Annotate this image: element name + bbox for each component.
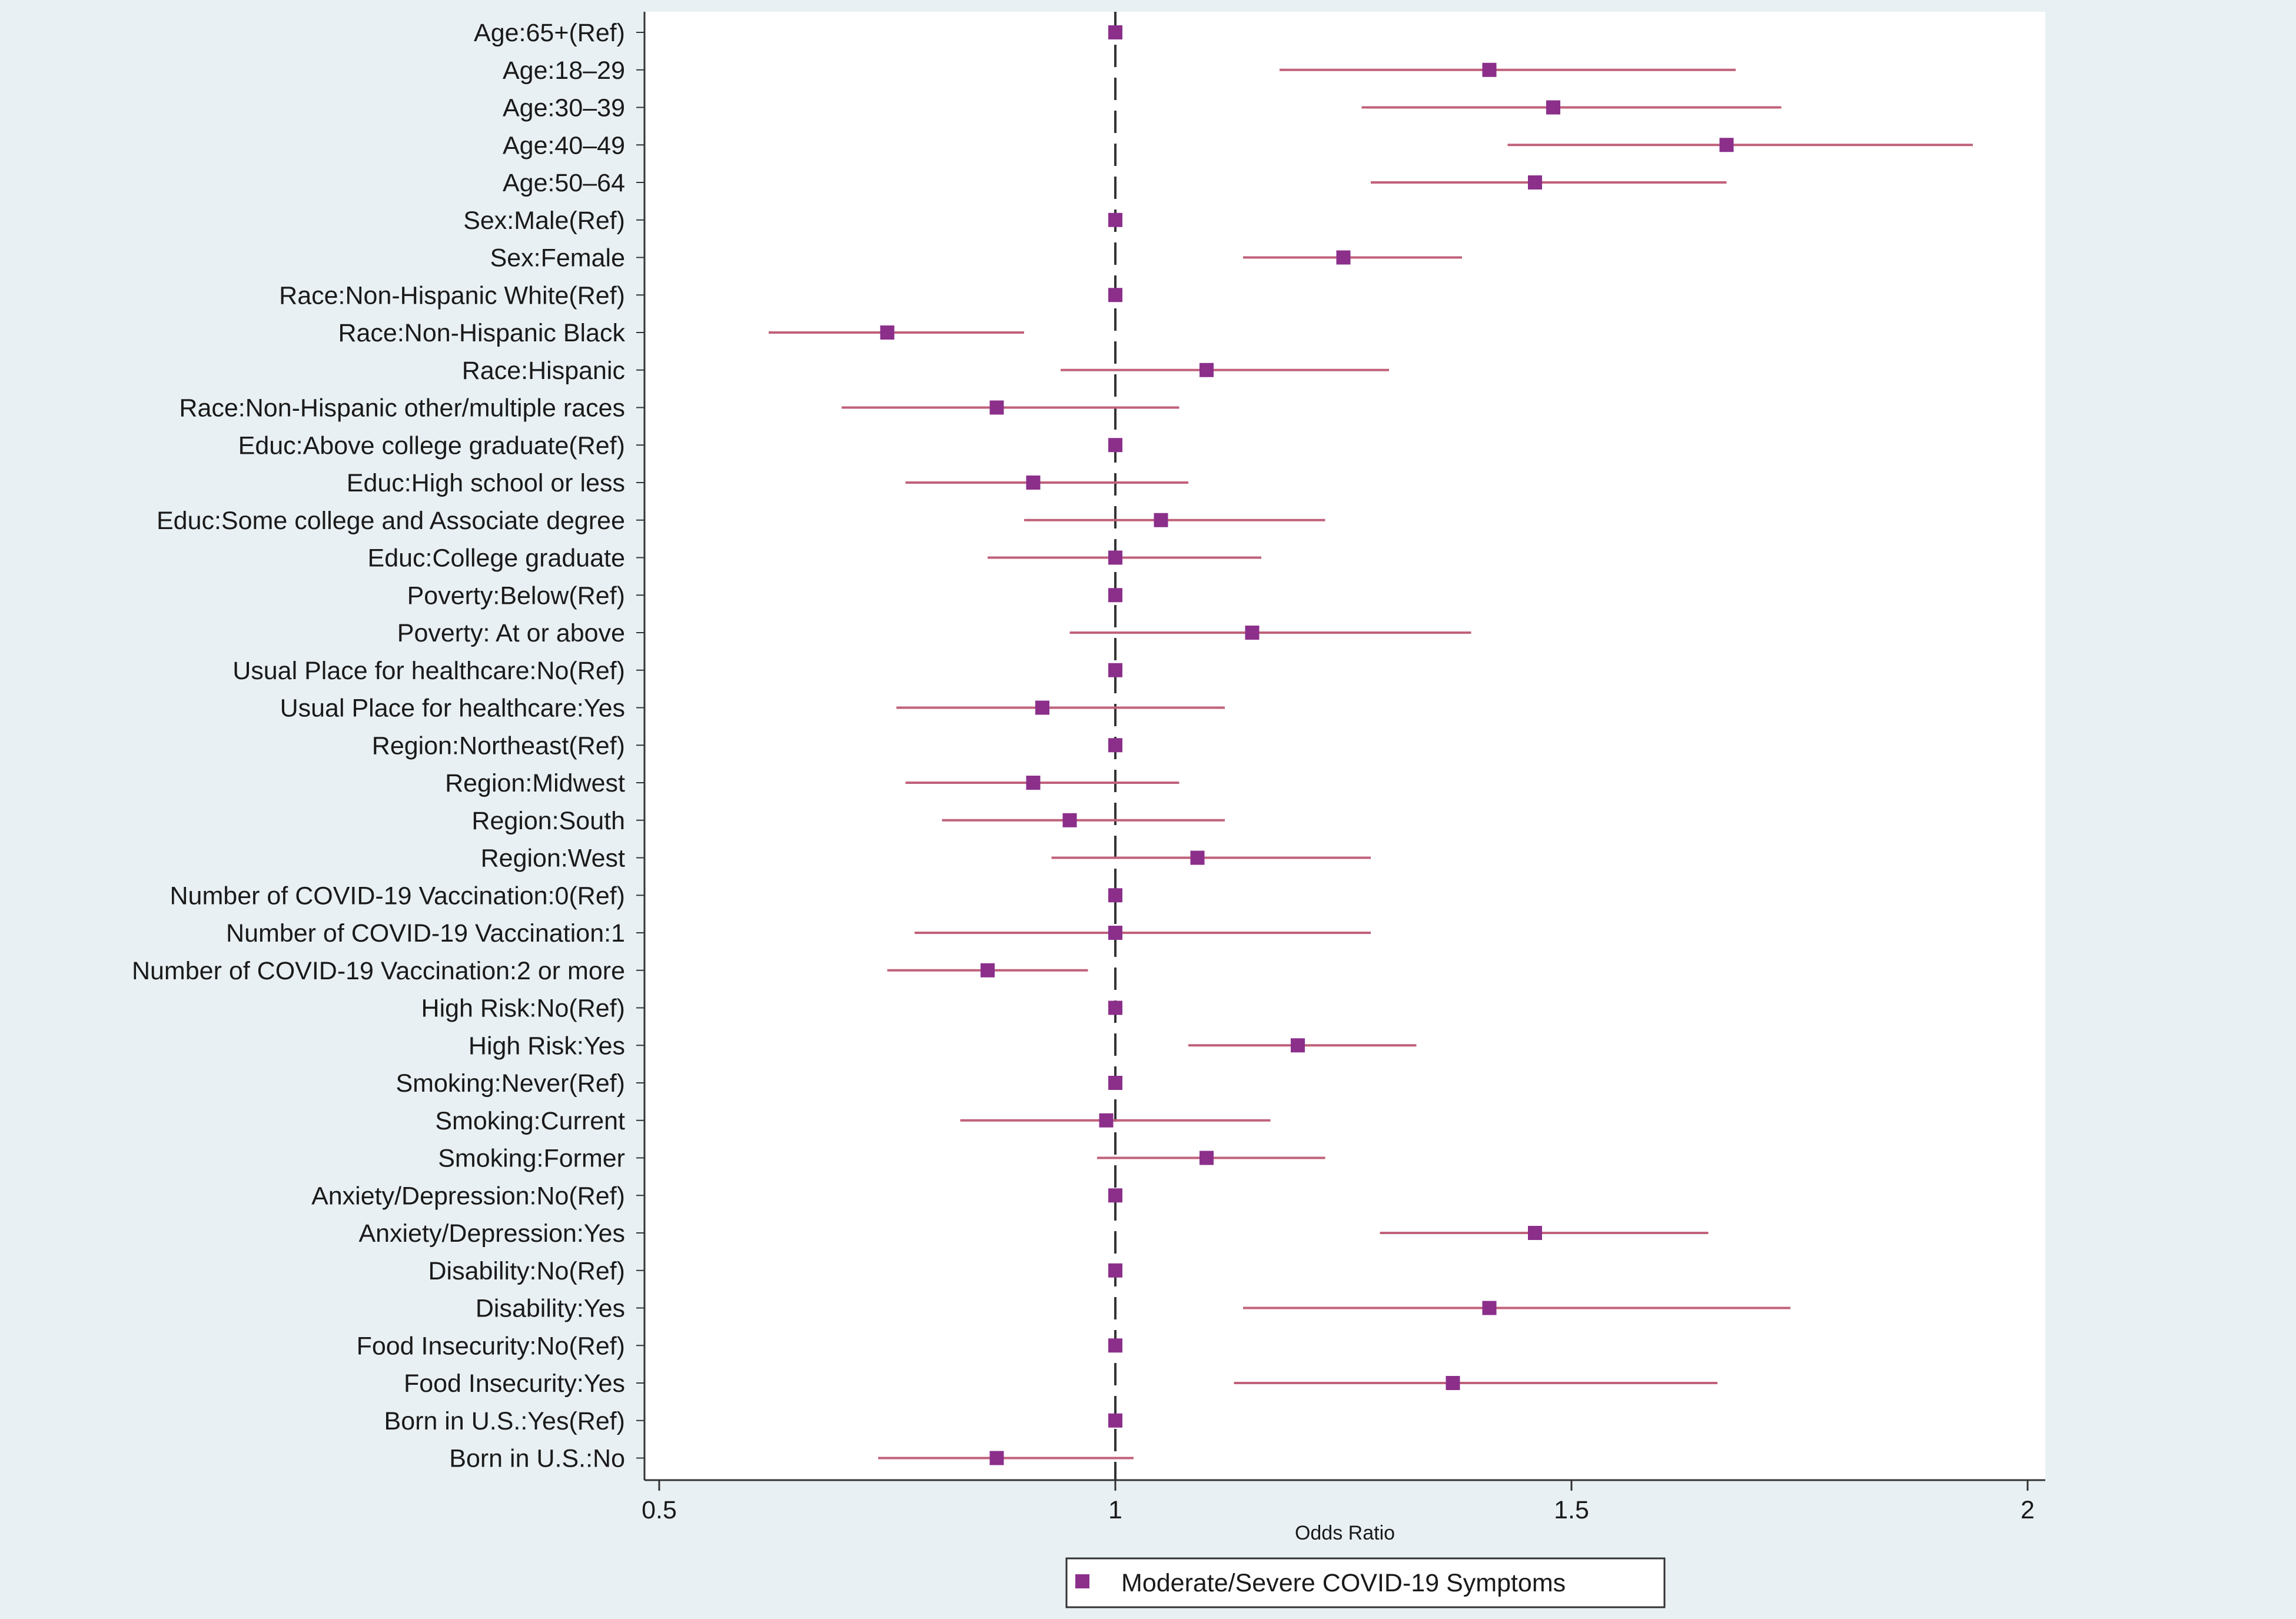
point-estimate: [1108, 288, 1122, 302]
point-estimate: [1108, 663, 1122, 677]
row-labels: Age:65+(Ref) Age:18–29 Age:30–39 Age:40–49 A…: [132, 19, 644, 1473]
row-label: Number of COVID-19 Vaccination:2 or more: [132, 957, 625, 985]
point-estimate: [1108, 888, 1122, 903]
row-label: Race:Non-Hispanic other/multiple races: [179, 394, 625, 423]
row-label: Race:Non-Hispanic Black: [338, 319, 625, 347]
x-tick-label: 2: [2021, 1496, 2035, 1524]
row-label: Food Insecurity:Yes: [404, 1369, 625, 1398]
row-label: Anxiety/Depression:No(Ref): [311, 1182, 625, 1210]
point-estimate: [1108, 1000, 1122, 1015]
x-axis: 0.5 1 1.5 2: [642, 12, 2045, 1524]
row-label: Race:Hispanic: [462, 357, 625, 385]
point-estimate: [1108, 1263, 1122, 1278]
row-label: Educ:College graduate: [368, 544, 625, 573]
point-estimate: [1528, 175, 1542, 190]
point-estimate: [981, 963, 995, 978]
point-estimate: [1528, 1226, 1542, 1240]
point-estimate: [1199, 1151, 1214, 1165]
row-label: Region:Midwest: [445, 769, 625, 797]
row-label: Region:South: [471, 807, 625, 835]
point-estimate: [1108, 926, 1122, 940]
plot-area: [644, 12, 2045, 1480]
row-label: Number of COVID-19 Vaccination:1: [226, 919, 625, 948]
x-axis-title: Odds Ratio: [1295, 1522, 1395, 1544]
row-label: Smoking:Never(Ref): [396, 1069, 626, 1098]
row-label: Educ:High school or less: [347, 469, 625, 497]
point-estimate: [1026, 776, 1041, 790]
row-label: Age:40–49: [503, 131, 625, 159]
row-label: Sex:Female: [490, 244, 625, 272]
row-label: Age:18–29: [503, 56, 625, 85]
point-estimate: [1108, 25, 1122, 39]
point-estimate: [1108, 1413, 1122, 1428]
point-estimate: [1026, 476, 1041, 490]
row-label: Region:Northeast(Ref): [372, 732, 625, 760]
point-estimate: [1336, 250, 1351, 265]
point-estimate: [989, 400, 1004, 415]
point-estimate: [1108, 1076, 1122, 1090]
point-estimate: [1108, 1338, 1122, 1353]
legend-label: Moderate/Severe COVID-19 Symptoms: [1121, 1569, 1566, 1597]
point-estimate: [1035, 700, 1049, 715]
row-label: Educ:Above college graduate(Ref): [238, 431, 625, 460]
row-label: Born in U.S.:Yes(Ref): [384, 1407, 625, 1435]
point-estimate: [880, 325, 895, 340]
row-label: High Risk:Yes: [468, 1032, 625, 1060]
row-label: Age:30–39: [503, 94, 625, 122]
point-estimates: [880, 25, 1734, 1465]
legend: Moderate/Severe COVID-19 Symptoms: [1065, 1557, 1666, 1608]
point-estimate: [1108, 1188, 1122, 1203]
point-estimate: [1446, 1376, 1460, 1390]
row-label: Usual Place for healthcare:No(Ref): [232, 657, 625, 685]
point-estimate: [1190, 850, 1205, 865]
point-estimate: [1108, 738, 1122, 753]
row-label: Food Insecurity:No(Ref): [357, 1332, 625, 1360]
legend-marker: [1075, 1574, 1089, 1588]
point-estimate: [1099, 1113, 1114, 1128]
row-label: Disability:No(Ref): [428, 1257, 625, 1285]
point-estimate: [1108, 438, 1122, 453]
point-estimate: [1108, 588, 1122, 603]
legend-box: [1065, 1557, 1666, 1608]
row-label: Sex:Male(Ref): [463, 207, 625, 235]
row-label: Educ:Some college and Associate degree: [157, 507, 625, 535]
row-label: Race:Non-Hispanic White(Ref): [279, 281, 625, 310]
point-estimate: [1546, 100, 1560, 115]
row-label: Usual Place for healthcare:Yes: [280, 694, 625, 723]
point-estimate: [1062, 813, 1077, 827]
row-label: Age:50–64: [503, 169, 625, 197]
row-label: Age:65+(Ref): [474, 19, 625, 47]
x-tick-label: 1.5: [1554, 1496, 1589, 1524]
row-label: Smoking:Former: [438, 1145, 625, 1173]
row-label: Born in U.S.:No: [449, 1445, 625, 1473]
row-label: Anxiety/Depression:Yes: [358, 1219, 625, 1248]
point-estimate: [1482, 1301, 1497, 1315]
point-estimate: [1291, 1038, 1305, 1053]
point-estimate: [1199, 363, 1214, 377]
row-label: Number of COVID-19 Vaccination:0(Ref): [170, 882, 626, 910]
row-label: Poverty:Below(Ref): [407, 581, 625, 610]
point-estimate: [1482, 62, 1497, 77]
point-estimate: [1108, 550, 1122, 565]
row-label: Poverty: At or above: [397, 619, 625, 647]
row-label: High Risk:No(Ref): [421, 995, 625, 1023]
x-tick-label: 1: [1108, 1496, 1122, 1524]
row-label: Smoking:Current: [435, 1107, 625, 1135]
point-estimate: [989, 1451, 1004, 1465]
x-tick-label: 0.5: [642, 1496, 677, 1524]
point-estimate: [1108, 212, 1122, 227]
point-estimate: [1719, 138, 1734, 152]
row-label: Region:West: [481, 845, 625, 873]
row-label: Disability:Yes: [476, 1295, 625, 1323]
point-estimate: [1154, 513, 1168, 527]
point-estimate: [1245, 626, 1260, 640]
